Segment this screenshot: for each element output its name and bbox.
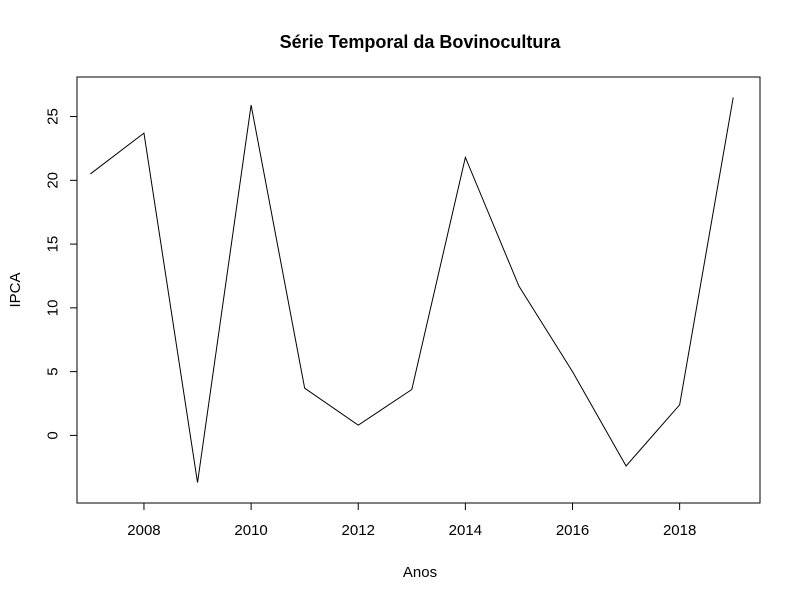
y-tick-label: 25 (45, 108, 62, 125)
x-tick-label: 2008 (127, 522, 160, 539)
y-tick-label: 5 (45, 367, 62, 375)
x-tick-label: 2010 (234, 522, 267, 539)
x-axis: 2008 2010 2012 2014 2016 2018 (127, 502, 696, 539)
y-tick-label: 15 (45, 236, 62, 253)
x-tick-label: 2018 (663, 522, 696, 539)
x-axis-label: Anos (403, 564, 437, 581)
x-tick-label: 2014 (449, 522, 482, 539)
data-points (90, 97, 733, 482)
chart-title: Série Temporal da Bovinocultura (280, 32, 562, 52)
x-tick-label: 2012 (342, 522, 375, 539)
plot-frame (76, 76, 761, 504)
y-tick-label: 20 (45, 172, 62, 189)
y-axis: 0 5 10 15 20 25 (45, 108, 78, 440)
y-tick-label: 0 (45, 431, 62, 439)
x-tick-label: 2016 (556, 522, 589, 539)
series-line (90, 97, 734, 483)
y-tick-label: 10 (45, 300, 62, 317)
y-axis-label: IPCA (7, 272, 24, 307)
